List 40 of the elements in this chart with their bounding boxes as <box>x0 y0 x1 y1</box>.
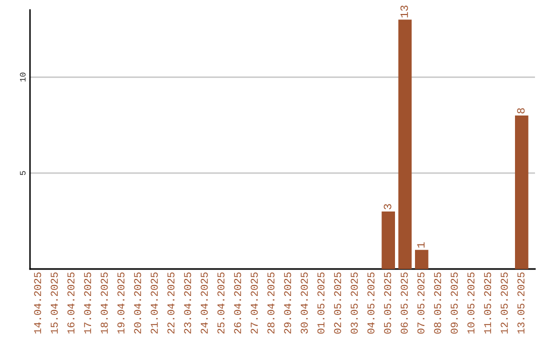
bar <box>515 116 528 269</box>
x-tick-label: 24.04.2025 <box>200 272 208 334</box>
x-tick-label: 01.05.2025 <box>317 272 324 334</box>
x-tick-label: 11.05.2025 <box>484 272 492 334</box>
x-tick-label: 16.04.2025 <box>67 272 74 334</box>
x-tick-label: 18.04.2025 <box>100 272 108 334</box>
x-tick-label: 28.04.2025 <box>267 272 274 334</box>
x-tick-label: 05.05.2025 <box>384 272 392 334</box>
data-label: 3 <box>384 204 392 210</box>
x-tick-label: 19.04.2025 <box>117 272 124 334</box>
x-tick-label: 14.04.2025 <box>34 272 42 334</box>
y-tick-label: 5 <box>20 171 26 176</box>
x-tick-label: 27.04.2025 <box>250 272 258 334</box>
data-label: 13 <box>400 6 408 18</box>
x-tick-label: 20.04.2025 <box>134 272 142 334</box>
x-tick-label: 10.05.2025 <box>467 272 474 334</box>
bar <box>382 211 395 269</box>
x-tick-label: 29.04.2025 <box>284 272 292 334</box>
x-tick-label: 07.05.2025 <box>417 272 424 334</box>
x-tick-label: 03.05.2025 <box>350 272 358 334</box>
x-tick-label: 21.04.2025 <box>150 272 158 334</box>
x-tick-label: 30.04.2025 <box>300 272 308 334</box>
x-tick-label: 17.04.2025 <box>84 272 92 334</box>
data-label: 1 <box>417 242 425 248</box>
x-tick-label: 04.05.2025 <box>367 272 374 334</box>
y-tick-label: 10 <box>20 72 26 82</box>
x-tick-label: 22.04.2025 <box>167 272 174 334</box>
x-tick-label: 23.04.2025 <box>184 272 192 334</box>
x-tick-label: 02.05.2025 <box>334 272 342 334</box>
bar <box>415 250 428 269</box>
x-tick-label: 15.04.2025 <box>50 272 58 334</box>
x-tick-label: 25.04.2025 <box>217 272 224 334</box>
x-tick-label: 09.05.2025 <box>450 272 458 334</box>
x-tick-label: 13.05.2025 <box>517 272 524 334</box>
bar <box>398 20 412 269</box>
x-tick-label: 06.05.2025 <box>400 272 408 334</box>
x-tick-label: 08.05.2025 <box>434 272 442 334</box>
x-tick-label: 26.04.2025 <box>234 272 242 334</box>
data-label: 8 <box>517 108 525 114</box>
x-tick-label: 12.05.2025 <box>500 272 508 334</box>
